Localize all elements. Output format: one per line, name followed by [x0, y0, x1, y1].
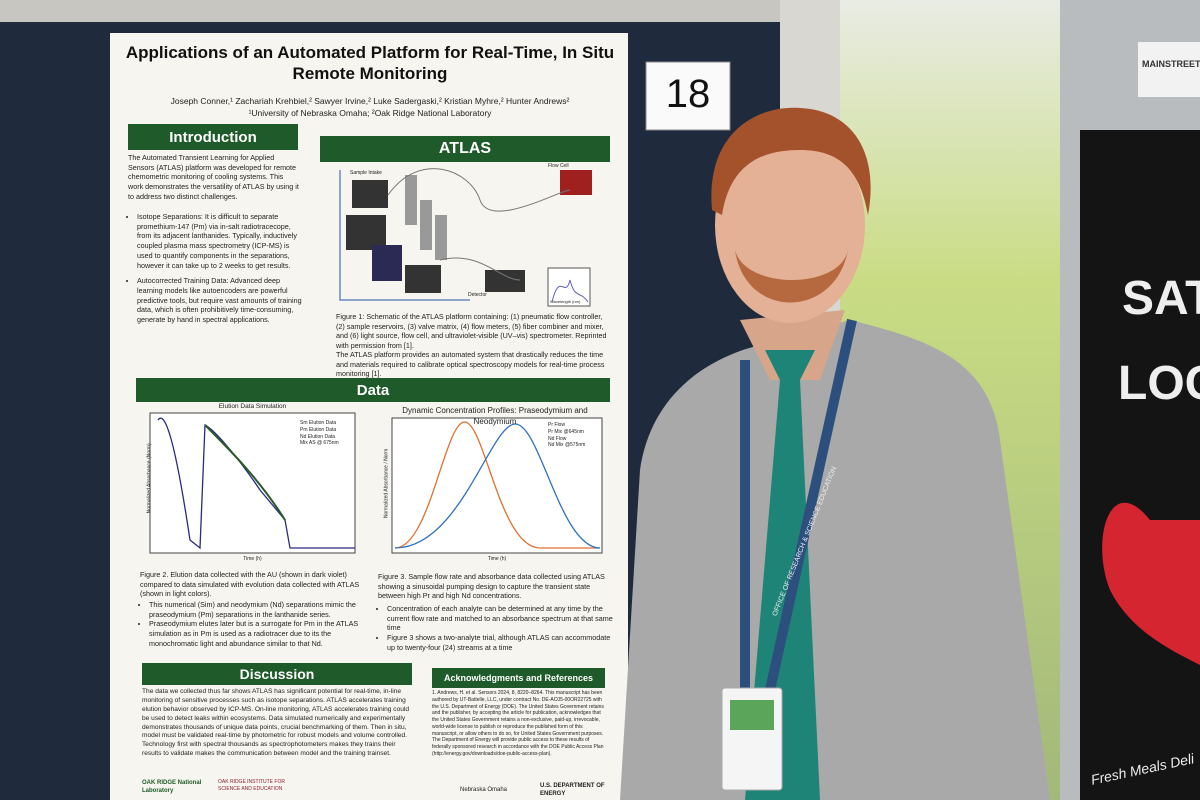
figure-caption: Figure 1: Schematic of the ATLAS platfor…	[336, 312, 607, 351]
acknowledgments-text: 1. Andrews, H. et al. Sensors 2024, 8, 8…	[432, 690, 604, 757]
data-bullets: Concentration of each analyte can be det…	[378, 604, 619, 653]
logo: OAK RIDGE INSTITUTE FOR SCIENCE AND EDUC…	[218, 779, 285, 792]
axis-label: Time (h)	[487, 556, 507, 562]
brand-plate	[1138, 42, 1200, 97]
logo: Nebraska Omaha	[460, 787, 508, 793]
wall	[0, 0, 780, 22]
legend-entry: Pr Mix @645nm	[548, 428, 584, 435]
legend: Sm Elution Data Pm Elution Data Nd Elution…	[300, 420, 339, 447]
diagram-label: Sample Intake	[350, 170, 382, 176]
sign-word: LOCA	[1118, 357, 1200, 410]
section-heading: Introduction	[128, 124, 298, 150]
bullet: Praseodymium elutes later but is a surro…	[149, 619, 374, 648]
bullet: This numerical (Sim) and neodymium (Nd) …	[149, 600, 374, 619]
fridge-door	[1080, 130, 1200, 800]
axis-label: Normalized Absorbance (Norm)	[146, 443, 153, 514]
legend-entry: Nd Elution Data	[300, 433, 336, 440]
data-bullets: This numerical (Sim) and neodymium (Nd) …	[140, 600, 374, 649]
figure-title: Dynamic Concentration Profiles: Praseody…	[402, 406, 588, 426]
intro-text: The Automated Transient Learning for App…	[128, 153, 299, 201]
diagram-label: Wavelength (nm)	[550, 299, 581, 304]
bullet: Figure 3 shows a two-analyte trial, alth…	[387, 633, 619, 652]
poster-title: Applications of an Automated Platform fo…	[125, 43, 615, 84]
logo: OAK RIDGE National Laboratory	[142, 780, 202, 795]
axis-label: Time (h)	[243, 556, 262, 562]
intro-bullets: Isotope Separations: It is difficult to …	[128, 212, 305, 325]
brand: MAINSTREET	[1142, 59, 1200, 69]
heart-graphic	[1102, 502, 1200, 665]
legend-entry: Mix AS @ 675nm	[300, 440, 339, 447]
legend-entry: Pr Flow	[548, 422, 565, 428]
board-number: 18	[665, 72, 711, 116]
legend-entry: Sm Elution Data	[300, 420, 337, 426]
section-heading: Discussion	[142, 663, 412, 685]
legend-entry: Nd Flow	[548, 435, 567, 442]
legend-entry: Pm Elution Data	[300, 426, 337, 433]
bullet: Concentration of each analyte can be det…	[387, 604, 619, 633]
person	[620, 107, 1050, 800]
atlas-schematic	[339, 168, 592, 307]
diagram-label: Detector	[468, 292, 487, 298]
affiliations: ¹University of Nebraska Omaha; ²Oak Ridg…	[248, 108, 492, 118]
axis-label: Normalized Absorbance / Norm	[383, 448, 390, 519]
board-number-card	[645, 61, 731, 131]
figure-caption: Figure 3. Sample flow rate and absorbanc…	[378, 572, 605, 601]
sign-word: SAT	[1122, 272, 1200, 325]
authors: Joseph Conner,¹ Zachariah Krehbiel,² Saw…	[170, 96, 570, 106]
diagram-label: Flow Cell	[548, 163, 569, 169]
legend: Pr Flow Pr Mix @645nm Nd Flow Nd Mix @575nm	[548, 422, 586, 449]
figure-title: Elution Data Simulation	[218, 403, 287, 410]
bullet: Autocorrected Training Data: Advanced de…	[137, 276, 305, 325]
section-heading: Data	[136, 378, 610, 402]
bullet: Isotope Separations: It is difficult to …	[137, 212, 305, 270]
figure-caption: Figure 2. Elution data collected with th…	[140, 570, 360, 599]
legend-entry: Nd Mix @575nm	[548, 442, 586, 449]
section-heading: ATLAS	[320, 136, 610, 162]
logo: U.S. DEPARTMENT OF ENERGY	[540, 783, 605, 798]
discussion-text: The data we collected thus far shows ATL…	[142, 688, 410, 758]
atlas-text: The ATLAS platform provides an automated…	[336, 350, 605, 379]
section-heading: Acknowledgments and References	[432, 668, 605, 688]
